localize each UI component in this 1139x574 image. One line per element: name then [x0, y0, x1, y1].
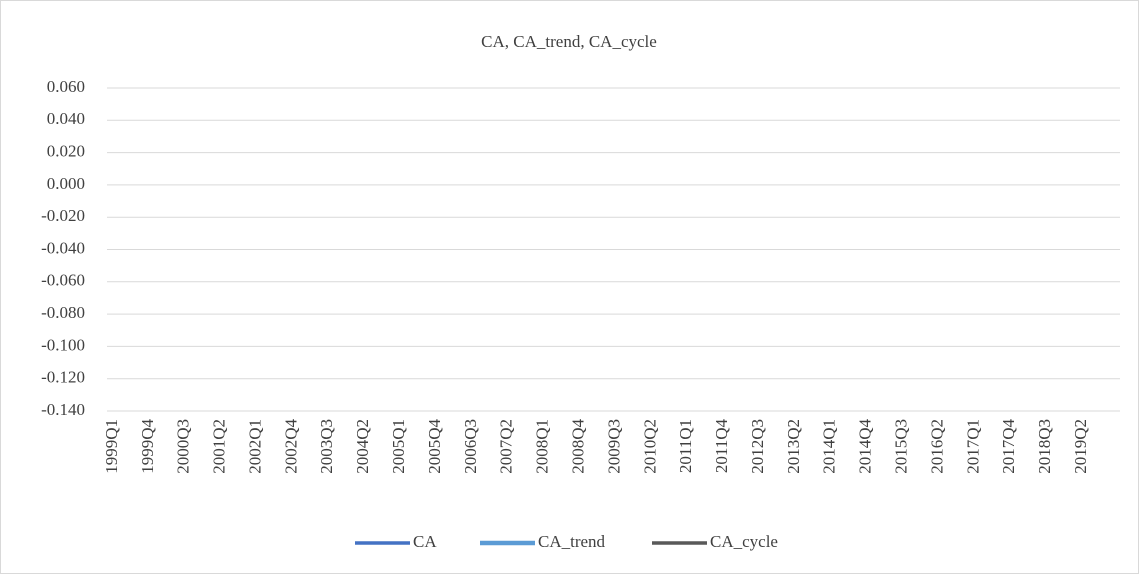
x-tick-label: 2013Q2 [784, 419, 803, 474]
x-tick-label: 2004Q2 [353, 419, 372, 474]
y-tick-label: -0.100 [41, 335, 85, 354]
y-tick-label: 0.040 [47, 109, 85, 128]
y-tick-label: 0.000 [47, 174, 85, 193]
x-tick-label: 2005Q4 [425, 419, 444, 474]
legend-label: CA_cycle [710, 532, 778, 551]
y-tick-label: -0.080 [41, 303, 85, 322]
x-tick-label: 2012Q3 [748, 419, 767, 474]
x-tick-label: 2015Q3 [892, 419, 911, 474]
x-tick-label: 2010Q2 [640, 419, 659, 474]
x-tick-label: 2002Q1 [245, 419, 264, 474]
x-tick-label: 2017Q1 [963, 419, 982, 474]
x-tick-label: 2001Q2 [210, 419, 229, 474]
chart-title: CA, CA_trend, CA_cycle [481, 32, 657, 51]
x-tick-label: 2003Q3 [317, 419, 336, 474]
x-tick-label: 2008Q1 [533, 419, 552, 474]
x-tick-label: 2017Q4 [999, 419, 1018, 474]
x-tick-label: 2011Q1 [676, 419, 695, 473]
y-tick-label: -0.020 [41, 206, 85, 225]
y-tick-label: 0.020 [47, 142, 85, 161]
y-tick-label: -0.140 [41, 400, 85, 419]
x-tick-label: 2009Q3 [604, 419, 623, 474]
x-tick-label: 2002Q4 [281, 419, 300, 474]
x-tick-label: 2005Q1 [389, 419, 408, 474]
x-tick-label: 2008Q4 [568, 419, 587, 474]
x-tick-label: 2000Q3 [174, 419, 193, 474]
y-tick-label: -0.040 [41, 238, 85, 257]
y-tick-label: -0.120 [41, 368, 85, 387]
x-tick-label: 2006Q3 [461, 419, 480, 474]
y-tick-label: -0.060 [41, 271, 85, 290]
x-tick-label: 2014Q1 [820, 419, 839, 474]
x-tick-label: 2014Q4 [856, 419, 875, 474]
x-tick-label: 2016Q2 [927, 419, 946, 474]
legend-label: CA_trend [538, 532, 606, 551]
x-tick-label: 1999Q4 [138, 419, 157, 474]
x-tick-label: 1999Q1 [102, 419, 121, 474]
x-tick-label: 2007Q2 [497, 419, 516, 474]
x-tick-label: 2018Q3 [1035, 419, 1054, 474]
y-tick-label: 0.060 [47, 77, 85, 96]
x-tick-label: 2011Q4 [712, 419, 731, 474]
legend-label: CA [413, 532, 437, 551]
x-tick-label: 2019Q2 [1071, 419, 1090, 474]
